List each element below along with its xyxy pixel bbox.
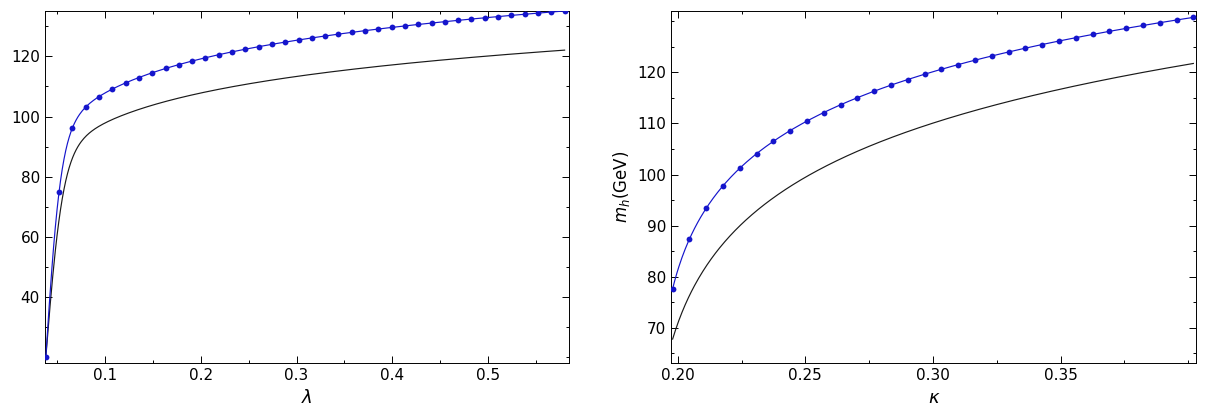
X-axis label: κ: κ [928, 389, 939, 407]
X-axis label: λ: λ [302, 389, 313, 407]
Y-axis label: $m_h$(GeV): $m_h$(GeV) [611, 151, 632, 223]
